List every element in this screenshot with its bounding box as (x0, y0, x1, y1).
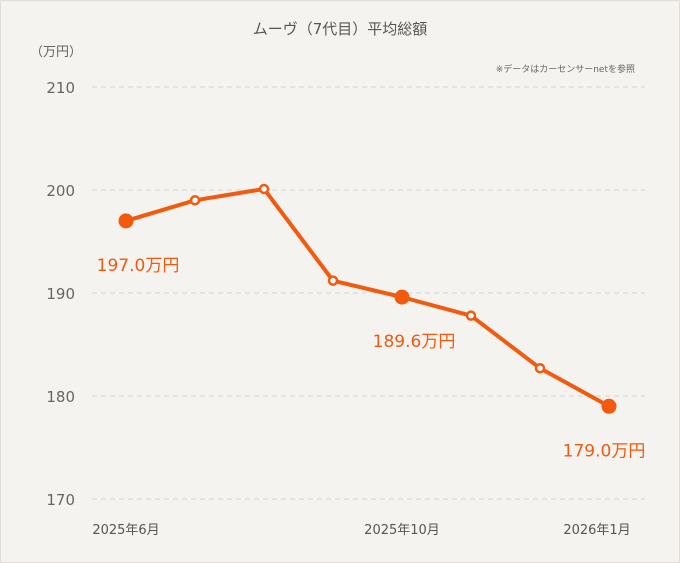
chart-title: ムーヴ（7代目）平均総額 (253, 20, 428, 38)
x-tick-label: 2026年1月 (563, 523, 630, 538)
y-tick-label: 200 (46, 182, 75, 200)
y-tick-label: 180 (46, 388, 75, 406)
series-line (125, 186, 610, 409)
data-point (258, 183, 270, 195)
data-point-highlight (118, 213, 134, 229)
y-axis-label: （万円） (30, 45, 82, 60)
source-note: ※データはカーセンサーnetを参照 (496, 63, 635, 75)
data-label: 197.0万円 (97, 256, 180, 276)
data-point (465, 310, 477, 321)
x-tick-label: 2025年10月 (364, 523, 440, 538)
y-tick-label: 170 (46, 491, 75, 509)
data-point (189, 195, 201, 206)
y-tick-label: 210 (46, 79, 75, 97)
data-point (534, 362, 546, 374)
data-point (327, 275, 339, 286)
data-point-highlight (394, 289, 410, 305)
x-tick-label: 2025年6月 (92, 523, 159, 538)
data-label: 179.0万円 (563, 441, 646, 461)
data-point-highlight (601, 398, 617, 414)
y-tick-label: 190 (46, 285, 75, 303)
data-label: 189.6万円 (373, 332, 456, 352)
